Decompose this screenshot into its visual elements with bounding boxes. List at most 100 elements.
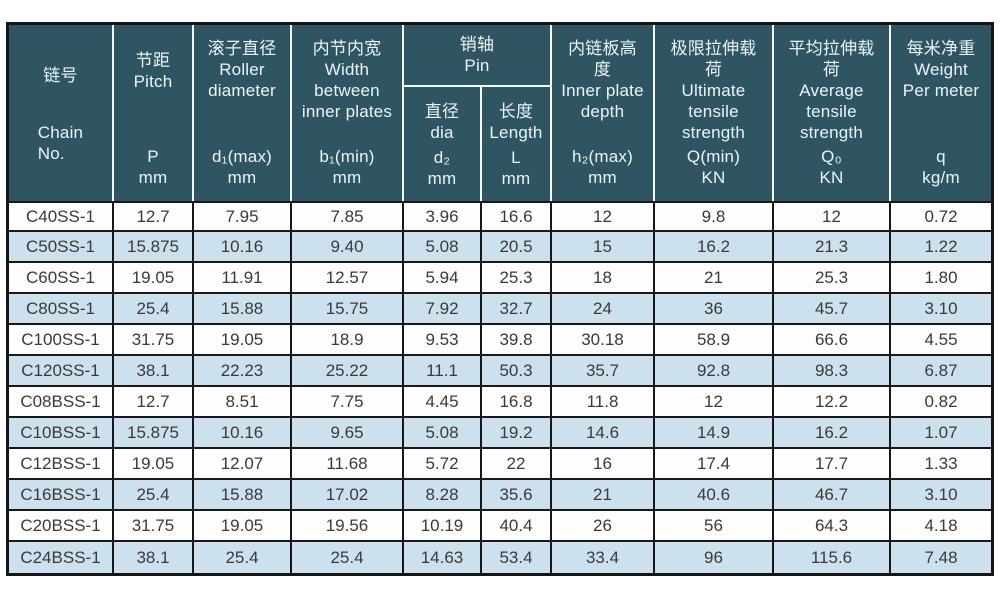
cell-roller-diameter: 8.51 <box>194 387 292 418</box>
cell-inner-plate-depth: 24 <box>552 294 655 325</box>
cell-pin-dia: 5.94 <box>404 263 482 294</box>
cell-pin-dia: 4.45 <box>404 387 482 418</box>
cell-pin-dia: 9.53 <box>404 325 482 356</box>
cell-chain-no: C120SS-1 <box>9 356 114 387</box>
cell-weight: 4.55 <box>891 325 991 356</box>
cell-weight: 3.10 <box>891 294 991 325</box>
header-weight-per-meter-wrap: 每米净重 Weight Per meter q kg/m <box>891 25 991 197</box>
cell-inner-plate-depth: 26 <box>552 511 655 542</box>
cell-pin-length: 25.3 <box>482 263 552 294</box>
table-row: C20BSS-1 31.75 19.05 19.56 10.19 40.4 26… <box>9 511 991 542</box>
cell-ultimate-strength: 17.4 <box>655 449 774 480</box>
cell-pitch: 25.4 <box>114 480 194 511</box>
cell-pitch: 38.1 <box>114 542 194 573</box>
cell-roller-diameter: 10.16 <box>194 232 292 263</box>
table-row: C50SS-1 15.875 10.16 9.40 5.08 20.5 15 1… <box>9 232 991 263</box>
cell-inner-plate-depth: 35.7 <box>552 356 655 387</box>
cell-pin-length: 20.5 <box>482 232 552 263</box>
header-chain-no-wrap: 链号 Chain No. <box>9 25 112 197</box>
cell-pitch: 19.05 <box>114 263 194 294</box>
cell-pitch: 15.875 <box>114 418 194 449</box>
cell-width-inner-plates: 7.75 <box>292 387 404 418</box>
header-average-strength: 平均拉伸载 荷 Average tensile strength Q₀ KN <box>774 25 891 201</box>
cell-pitch: 31.75 <box>114 511 194 542</box>
cell-chain-no: C24BSS-1 <box>9 542 114 573</box>
table-row: C120SS-1 38.1 22.23 25.22 11.1 50.3 35.7… <box>9 356 991 387</box>
cell-inner-plate-depth: 16 <box>552 449 655 480</box>
cell-roller-diameter: 19.05 <box>194 325 292 356</box>
cell-pin-length: 40.4 <box>482 511 552 542</box>
cell-chain-no: C50SS-1 <box>9 232 114 263</box>
cell-average-strength: 12 <box>774 201 891 232</box>
cell-weight: 0.72 <box>891 201 991 232</box>
cell-average-strength: 16.2 <box>774 418 891 449</box>
header-width-inner-plates-wrap: 内节内宽 Width between inner plates b₁(min) … <box>292 25 402 197</box>
header-pin-dia-wrap: 直径 dia d₂ mm <box>404 87 480 197</box>
cell-roller-diameter: 15.88 <box>194 294 292 325</box>
header-chain-no-zh: 链号 <box>43 66 78 85</box>
cell-roller-diameter: 19.05 <box>194 511 292 542</box>
header-roller-diameter: 滚子直径 Roller diameter d₁(max) mm <box>194 25 292 201</box>
cell-ultimate-strength: 40.6 <box>655 480 774 511</box>
cell-pin-dia: 14.63 <box>404 542 482 573</box>
cell-pitch: 25.4 <box>114 294 194 325</box>
cell-roller-diameter: 12.07 <box>194 449 292 480</box>
cell-pin-length: 22 <box>482 449 552 480</box>
cell-weight: 6.87 <box>891 356 991 387</box>
header-weight-per-meter-symbol: q kg/m <box>922 147 960 187</box>
header-pitch-symbol: P mm <box>138 147 168 187</box>
cell-width-inner-plates: 17.02 <box>292 480 404 511</box>
cell-average-strength: 12.2 <box>774 387 891 418</box>
cell-roller-diameter: 25.4 <box>194 542 292 573</box>
cell-pitch: 12.7 <box>114 201 194 232</box>
header-inner-plate-depth: 内链板高 度 Inner plate depth h₂(max) mm <box>552 25 655 201</box>
cell-inner-plate-depth: 11.8 <box>552 387 655 418</box>
cell-average-strength: 45.7 <box>774 294 891 325</box>
cell-ultimate-strength: 9.8 <box>655 201 774 232</box>
cell-average-strength: 21.3 <box>774 232 891 263</box>
cell-inner-plate-depth: 18 <box>552 263 655 294</box>
cell-pin-length: 53.4 <box>482 542 552 573</box>
table-row: C24BSS-1 38.1 25.4 25.4 14.63 53.4 33.4 … <box>9 542 991 573</box>
table-row: C08BSS-1 12.7 8.51 7.75 4.45 16.8 11.8 1… <box>9 387 991 418</box>
header-pitch-title: 节距 Pitch <box>133 51 173 91</box>
header-pin-title: 销轴 Pin <box>459 35 495 75</box>
header-ultimate-strength-title: 极限拉伸载 荷 Ultimate tensile strength <box>670 39 757 142</box>
cell-roller-diameter: 11.91 <box>194 263 292 294</box>
cell-average-strength: 98.3 <box>774 356 891 387</box>
cell-average-strength: 115.6 <box>774 542 891 573</box>
cell-width-inner-plates: 15.75 <box>292 294 404 325</box>
cell-pin-dia: 5.08 <box>404 232 482 263</box>
cell-inner-plate-depth: 15 <box>552 232 655 263</box>
cell-chain-no: C40SS-1 <box>9 201 114 232</box>
cell-weight: 3.10 <box>891 480 991 511</box>
header-pin-length-title: 长度 Length <box>489 102 543 142</box>
cell-pin-dia: 5.08 <box>404 418 482 449</box>
cell-weight: 0.82 <box>891 387 991 418</box>
cell-width-inner-plates: 9.40 <box>292 232 404 263</box>
cell-weight: 1.33 <box>891 449 991 480</box>
cell-width-inner-plates: 25.4 <box>292 542 404 573</box>
cell-width-inner-plates: 19.56 <box>292 511 404 542</box>
header-chain-no-en: Chain No. <box>37 123 84 163</box>
header-chain-no: 链号 Chain No. <box>9 25 114 201</box>
cell-ultimate-strength: 56 <box>655 511 774 542</box>
cell-pitch: 15.875 <box>114 232 194 263</box>
cell-pin-length: 16.6 <box>482 201 552 232</box>
cell-roller-diameter: 22.23 <box>194 356 292 387</box>
cell-pitch: 38.1 <box>114 356 194 387</box>
cell-pin-dia: 3.96 <box>404 201 482 232</box>
cell-pin-length: 35.6 <box>482 480 552 511</box>
cell-ultimate-strength: 16.2 <box>655 232 774 263</box>
header-ultimate-strength-symbol: Q(min) KN <box>686 147 741 187</box>
table-row: C60SS-1 19.05 11.91 12.57 5.94 25.3 18 2… <box>9 263 991 294</box>
header-ultimate-strength: 极限拉伸载 荷 Ultimate tensile strength Q(min)… <box>655 25 774 201</box>
cell-width-inner-plates: 11.68 <box>292 449 404 480</box>
cell-inner-plate-depth: 33.4 <box>552 542 655 573</box>
header-pitch: 节距 Pitch P mm <box>114 25 194 201</box>
cell-average-strength: 25.3 <box>774 263 891 294</box>
cell-inner-plate-depth: 21 <box>552 480 655 511</box>
cell-width-inner-plates: 18.9 <box>292 325 404 356</box>
cell-chain-no: C12BSS-1 <box>9 449 114 480</box>
